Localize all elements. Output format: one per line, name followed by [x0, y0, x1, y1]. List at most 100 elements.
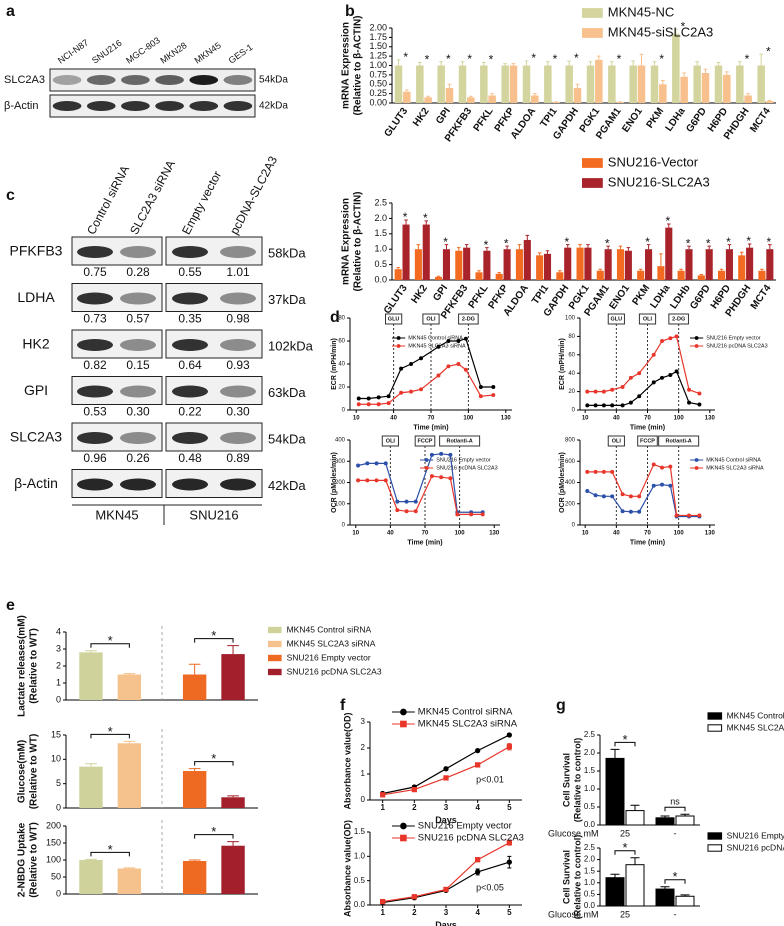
- point: [668, 464, 673, 469]
- y-axis-label: OCR (pMoles/min): [559, 452, 566, 513]
- y-tick-label: 0: [342, 408, 346, 414]
- band-value: 0.73: [83, 312, 107, 326]
- point: [687, 387, 692, 392]
- phase-label: Rot/anti-A: [446, 438, 472, 444]
- phase-label: GLU: [611, 316, 623, 322]
- point: [687, 400, 692, 405]
- bar: [523, 239, 531, 280]
- error-bar: [424, 220, 429, 225]
- panel-label: a: [6, 3, 15, 20]
- row-label: PFKFB3: [10, 243, 63, 259]
- significance-label: *: [681, 19, 686, 33]
- legend-label: SNU216 Empty vector: [706, 335, 761, 341]
- point: [383, 461, 388, 466]
- error-bar: [517, 244, 522, 250]
- band-value: 0.89: [226, 451, 250, 465]
- band: [223, 75, 253, 85]
- point: [356, 463, 361, 468]
- lane-label: NCI-N87: [56, 37, 90, 65]
- error-bar: [417, 62, 422, 66]
- bar: [655, 817, 675, 826]
- error-bar: [188, 663, 201, 675]
- band-value: 0.28: [126, 265, 150, 279]
- y-tick-label: 1.0: [584, 878, 596, 887]
- error-bar: [537, 252, 542, 256]
- bar: [467, 97, 475, 103]
- point: [601, 403, 606, 408]
- y-tick-label: 20: [568, 389, 575, 395]
- error-bar: [481, 62, 486, 66]
- error-bar: [477, 270, 481, 273]
- x-tick-label: PFKL: [472, 106, 496, 134]
- point: [439, 451, 444, 456]
- bar: [736, 65, 744, 103]
- legend-label: SNU216 Empty vector: [418, 821, 512, 832]
- point: [475, 857, 481, 863]
- error-bar: [588, 61, 593, 66]
- bar: [495, 273, 503, 280]
- x-tick-label: 10: [352, 531, 359, 537]
- significance-label: *: [211, 628, 216, 643]
- band: [220, 339, 256, 351]
- band-value: 0.93: [226, 358, 250, 372]
- band-value: 0.82: [83, 358, 107, 372]
- error-bar: [631, 60, 636, 66]
- point: [620, 403, 625, 408]
- legend-swatch: [707, 832, 723, 840]
- bar: [675, 895, 695, 907]
- x-tick-label: 100: [674, 531, 685, 537]
- y-tick-label: 1.00: [369, 60, 387, 70]
- point: [610, 469, 615, 474]
- band: [86, 101, 116, 111]
- bar: [746, 247, 754, 280]
- error-bar: [505, 245, 509, 250]
- error-bar: [532, 93, 537, 96]
- point: [365, 478, 370, 483]
- x-tick-label: 4: [475, 908, 480, 917]
- error-bar: [716, 62, 721, 66]
- x-tick-label: 70: [644, 531, 651, 537]
- phase-box: [607, 435, 625, 447]
- error-bar: [464, 244, 469, 248]
- band-value: 0.22: [178, 405, 202, 419]
- point: [374, 478, 379, 483]
- point: [475, 762, 481, 768]
- legend-swatch: [707, 712, 723, 720]
- y-tick-label: 60: [338, 339, 345, 345]
- x-tick-label: GLUT3: [382, 283, 410, 317]
- bar: [629, 65, 637, 103]
- point: [585, 389, 590, 394]
- error-bar: [511, 63, 516, 66]
- lane-label: MKN45: [193, 40, 223, 65]
- phase-label: OLI: [426, 316, 436, 322]
- error-bar: [404, 219, 408, 225]
- panel-label: b: [345, 3, 355, 20]
- bar: [675, 815, 695, 826]
- point: [443, 886, 449, 893]
- legend-label: SNU216 Empty vector: [436, 457, 491, 463]
- bar: [394, 269, 402, 280]
- significance-label: ns: [670, 797, 680, 807]
- point: [424, 466, 429, 470]
- row-label: GPI: [24, 382, 48, 398]
- legend-label: MKN45 SLC2A3 siRNA: [287, 638, 376, 648]
- point: [380, 792, 386, 798]
- y-tick-label: 2.0: [584, 748, 596, 757]
- y-tick-label: 300: [335, 459, 346, 465]
- point: [593, 389, 598, 394]
- y-tick-label: 0.75: [369, 69, 387, 79]
- significance-label: *: [617, 52, 622, 66]
- significance-label: *: [766, 44, 771, 58]
- significance-label: *: [666, 214, 671, 228]
- significance-bracket: [194, 638, 234, 643]
- x-tick-label: 100: [463, 416, 474, 422]
- error-bar: [558, 270, 562, 273]
- point: [386, 394, 391, 399]
- significance-label: *: [425, 53, 430, 67]
- x-tick-label: 100: [674, 416, 685, 422]
- bar: [655, 888, 675, 907]
- panel-label: e: [6, 597, 15, 614]
- bar: [608, 65, 616, 103]
- significance-label: *: [108, 842, 113, 857]
